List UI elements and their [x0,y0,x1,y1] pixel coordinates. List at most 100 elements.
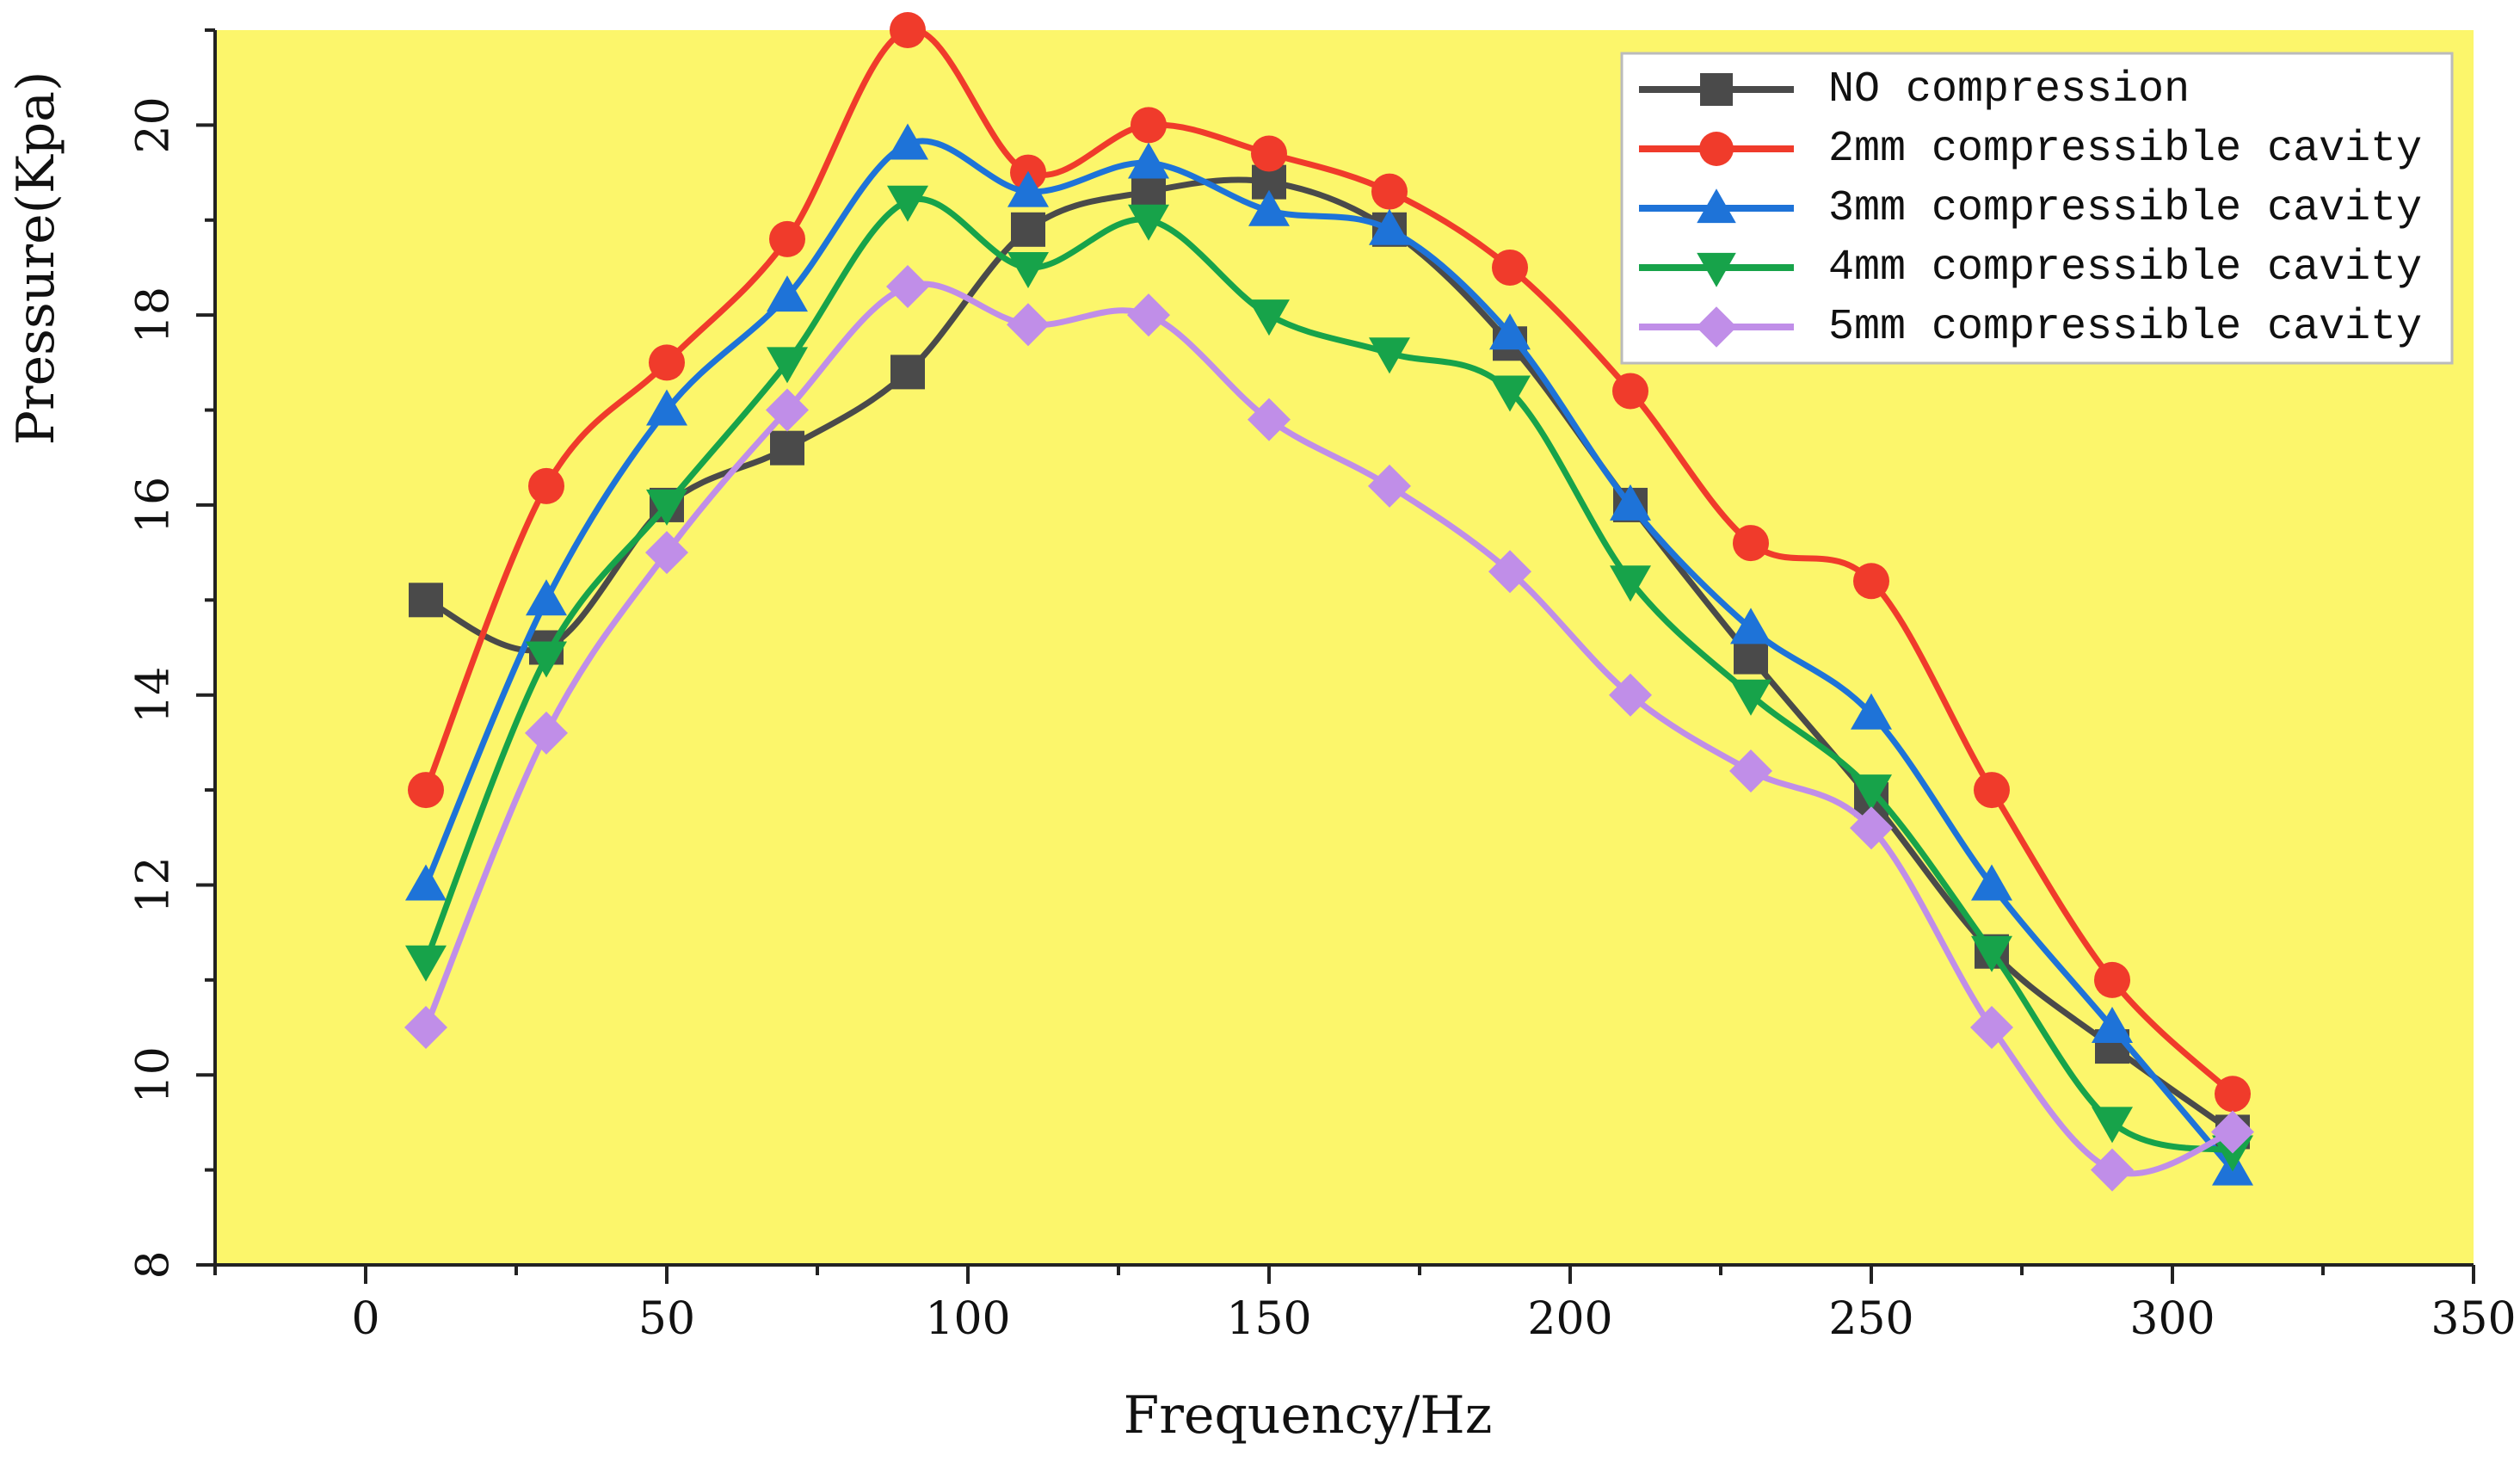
data-point [2094,961,2130,998]
data-point [1492,249,1528,286]
data-point [408,772,444,809]
data-point [1128,142,1169,179]
data-point [767,347,808,384]
data-point [405,945,447,982]
legend-item-3: 3mm compressible cavity [1639,184,2422,233]
data-point [1610,565,1651,602]
data-point [1853,563,1889,600]
series-line [422,26,2236,1097]
x-tick-label: 200 [1527,1293,1612,1345]
data-point [2092,1007,2133,1044]
data-point [1733,525,1769,562]
legend-marker [1696,306,1737,348]
series-line [422,195,2236,1155]
data-point [1248,398,1291,441]
x-tick-label: 300 [2129,1293,2215,1345]
x-tick-label: 100 [925,1293,1010,1345]
data-point [767,275,808,312]
axes-layer: 0 50 100 150 200 250 300 350 8 10 12 14 16 18 20 [128,28,2517,1345]
data-point [1730,607,1771,644]
data-point [2211,1110,2254,1154]
data-point [766,388,809,432]
data-point [1730,679,1771,716]
data-point [2091,1148,2134,1192]
data-point [887,185,928,222]
data-point [1609,673,1652,717]
legend-marker [1697,252,1736,287]
legend-label: 4mm compressible cavity [1828,244,2422,293]
y-tick-label: 18 [128,287,180,343]
series-line [422,176,2236,1135]
data-point [1131,174,1166,209]
x-tick-label: 350 [2431,1293,2516,1345]
y-tick-label: 10 [128,1046,180,1103]
data-point [886,265,929,309]
data-point [1851,774,1892,811]
data-point [887,123,928,160]
y-axis-title: Pressure(Kpa) [6,71,66,446]
legend-item-4: 4mm compressible cavity [1639,244,2422,293]
legend-marker [1700,73,1733,106]
data-point [890,12,926,48]
data-point [649,344,685,381]
legend-item-1: NO compression [1639,65,2190,114]
x-tick-label: 0 [351,1293,379,1345]
series-line [422,138,2236,1174]
data-point [646,489,687,526]
y-tick-label: 12 [128,856,180,913]
series-layer [404,12,2254,1192]
data-point [1970,1006,2013,1050]
data-point [646,389,687,426]
data-point [1127,293,1170,337]
data-point [1251,135,1287,172]
data-point [404,1006,447,1050]
series-2 [408,12,2251,1113]
legend-item-5: 5mm compressible cavity [1639,303,2422,352]
data-point [1371,173,1408,210]
legend-label: 2mm compressible cavity [1828,125,2422,174]
data-point [1610,484,1651,521]
data-point [1488,550,1531,594]
data-point [645,531,688,575]
legend-label: NO compression [1828,65,2190,114]
data-point [1369,208,1410,245]
data-point [526,641,567,678]
legend-item-2: 2mm compressible cavity [1639,125,2422,174]
data-point [769,220,805,257]
data-point [770,430,804,466]
data-point [890,355,925,390]
data-point [1971,935,2012,972]
data-point [1368,464,1411,508]
series-5 [404,265,2254,1192]
data-point [1729,749,1772,793]
data-point [526,579,567,616]
x-tick-label: 250 [1828,1293,1913,1345]
legend-label: 3mm compressible cavity [1828,184,2422,233]
y-tick-label: 20 [128,96,180,153]
data-point [2092,1107,2133,1144]
series-3 [405,123,2253,1186]
data-point [1974,772,2010,809]
x-axis-title: Frequency/Hz [1124,1385,1493,1446]
data-point [1128,204,1169,241]
data-point [1489,313,1531,350]
y-tick-label: 16 [128,477,180,533]
data-point [405,864,447,901]
data-point [1131,107,1167,144]
data-point [1850,806,1893,850]
data-point [1248,299,1290,336]
data-point [1007,251,1049,288]
y-tick-label: 8 [128,1250,180,1279]
data-point [1369,337,1410,374]
legend: NO compression 2mm compressible cavity 3mm… [1620,52,2454,365]
y-tick-label: 14 [128,667,180,724]
x-tick-label: 150 [1226,1293,1311,1345]
data-point [525,711,568,755]
legend-marker [1699,132,1734,166]
data-point [409,583,443,618]
x-tick-label: 50 [638,1293,695,1345]
data-point [528,467,564,504]
data-point [1007,303,1050,347]
data-point [1248,189,1290,226]
